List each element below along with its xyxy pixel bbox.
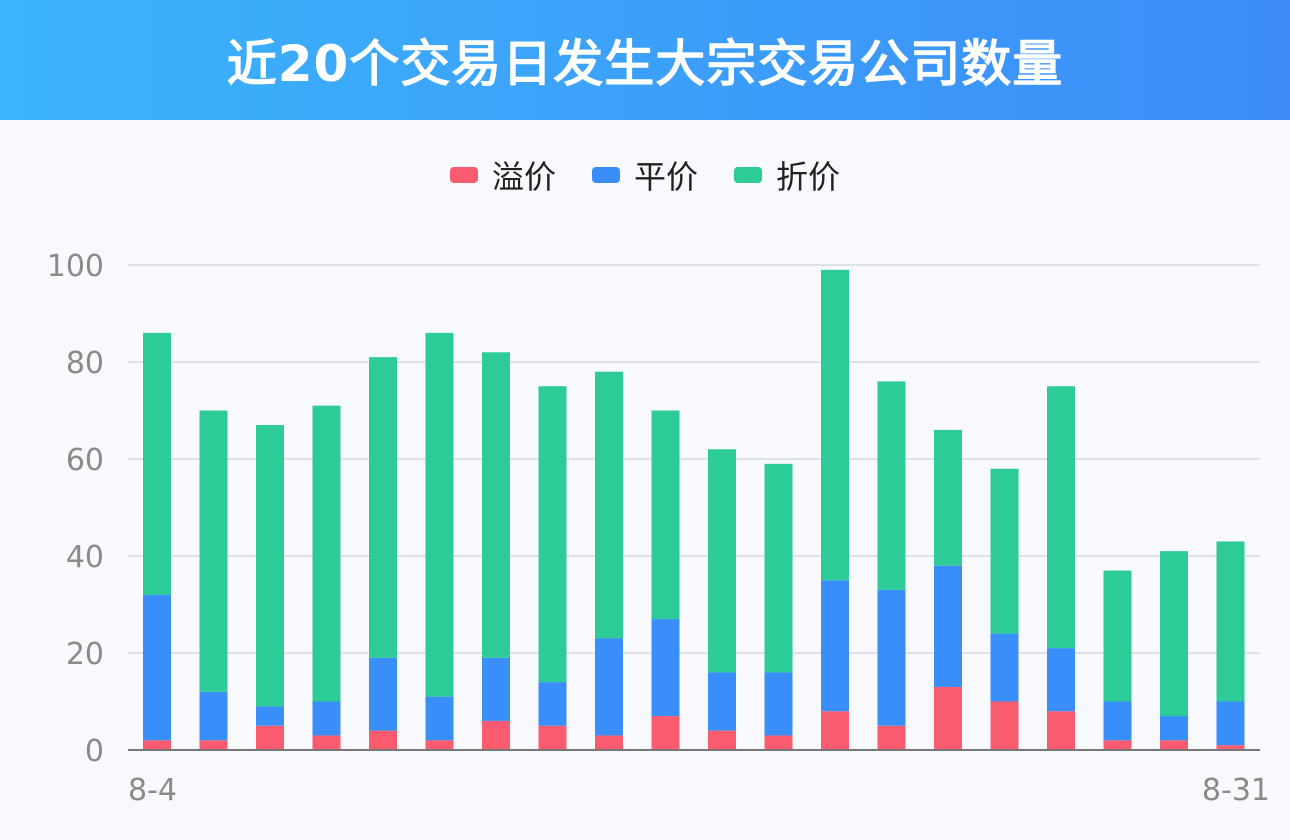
bar-segment-premium[interactable] (1160, 740, 1188, 750)
bar-segment-premium[interactable] (1103, 740, 1132, 750)
bar-segment-discount[interactable] (990, 468, 1019, 634)
bar-segment-discount[interactable] (369, 357, 397, 658)
bar-segment-discount[interactable] (595, 371, 623, 639)
legend: 溢价 平价 折价 (0, 152, 1290, 198)
bar-segment-par[interactable] (312, 701, 341, 736)
y-tick-label: 0 (85, 734, 104, 769)
bar-segment-premium[interactable] (369, 730, 397, 750)
bar-segment-par[interactable] (1216, 701, 1245, 746)
bar-segment-par[interactable] (764, 672, 793, 736)
bar-segment-discount[interactable] (1216, 541, 1245, 702)
bar-segment-premium[interactable] (143, 740, 171, 750)
legend-item-discount[interactable]: 折价 (734, 152, 840, 198)
bar-segment-discount[interactable] (934, 429, 962, 566)
bar-segment-discount[interactable] (1047, 386, 1075, 649)
bar-segment-par[interactable] (821, 580, 849, 712)
bar-segment-discount[interactable] (877, 381, 906, 590)
bar-segment-premium[interactable] (651, 716, 680, 750)
bar-segment-premium[interactable] (1216, 745, 1245, 750)
legend-item-premium[interactable]: 溢价 (449, 152, 556, 198)
bar-segment-discount[interactable] (199, 410, 228, 692)
bar-segment-discount[interactable] (821, 269, 849, 581)
chart-title: 近20个交易日发生大宗交易公司数量 (226, 35, 1064, 93)
bar-segment-par[interactable] (595, 638, 623, 736)
legend-label-discount: 折价 (776, 158, 841, 196)
legend-swatch-par (591, 167, 620, 183)
bar-segment-par[interactable] (877, 589, 906, 726)
legend-label-par: 平价 (633, 158, 698, 196)
bar-segment-discount[interactable] (1160, 551, 1188, 717)
bar-segment-premium[interactable] (1047, 711, 1075, 750)
x-tick-label: 8-31 (1202, 773, 1270, 808)
bar-segment-discount[interactable] (425, 332, 454, 697)
bar-segment-premium[interactable] (482, 720, 510, 750)
bar-segment-premium[interactable] (312, 735, 341, 750)
bar-segment-discount[interactable] (764, 463, 793, 673)
bar-segment-par[interactable] (143, 594, 171, 741)
y-tick-label: 20 (66, 637, 104, 672)
bar-segment-premium[interactable] (538, 725, 567, 750)
legend-label-premium: 溢价 (491, 158, 556, 196)
bar-segment-discount[interactable] (143, 332, 171, 595)
bar-segment-par[interactable] (369, 657, 397, 731)
bar-segment-premium[interactable] (256, 725, 284, 750)
legend-item-par[interactable]: 平价 (591, 152, 698, 198)
bar-segment-par[interactable] (1047, 648, 1075, 712)
legend-swatch-discount (734, 167, 762, 183)
bar-segment-premium[interactable] (595, 735, 623, 750)
bar-segment-discount[interactable] (1103, 570, 1132, 702)
y-tick-label: 40 (66, 540, 104, 575)
bar-segment-premium[interactable] (821, 711, 849, 750)
bar-segment-discount[interactable] (651, 410, 680, 620)
chart-header: 近20个交易日发生大宗交易公司数量 (0, 0, 1290, 120)
y-tick-label: 60 (66, 443, 104, 478)
bar-segment-par[interactable] (199, 691, 228, 741)
bar-segment-par[interactable] (538, 682, 567, 726)
bar-segment-par[interactable] (990, 633, 1019, 702)
bar-segment-premium[interactable] (934, 686, 962, 750)
bar-segment-premium[interactable] (708, 730, 736, 750)
bar-segment-premium[interactable] (764, 735, 793, 750)
bar-segment-discount[interactable] (482, 352, 510, 658)
bar-segment-discount[interactable] (312, 405, 341, 702)
bar-segment-discount[interactable] (538, 386, 567, 683)
bar-segment-par[interactable] (1160, 716, 1188, 741)
bar-segment-premium[interactable] (990, 701, 1019, 751)
bar-segment-par[interactable] (1103, 701, 1132, 741)
bar-segment-par[interactable] (482, 657, 510, 721)
bar-segment-premium[interactable] (425, 740, 454, 750)
y-tick-label: 100 (47, 249, 104, 284)
x-tick-label: 8-4 (128, 773, 177, 808)
legend-swatch-premium (449, 167, 478, 183)
bar-segment-par[interactable] (708, 672, 736, 731)
bar-segment-discount[interactable] (708, 449, 736, 673)
bar-segment-premium[interactable] (877, 725, 906, 750)
y-tick-label: 80 (66, 346, 104, 381)
bar-segment-discount[interactable] (256, 425, 284, 707)
bar-segment-par[interactable] (256, 706, 284, 726)
bar-segment-par[interactable] (425, 696, 454, 741)
bar-segment-par[interactable] (934, 565, 962, 687)
bar-segment-par[interactable] (651, 619, 680, 717)
bar-segment-premium[interactable] (199, 740, 228, 750)
